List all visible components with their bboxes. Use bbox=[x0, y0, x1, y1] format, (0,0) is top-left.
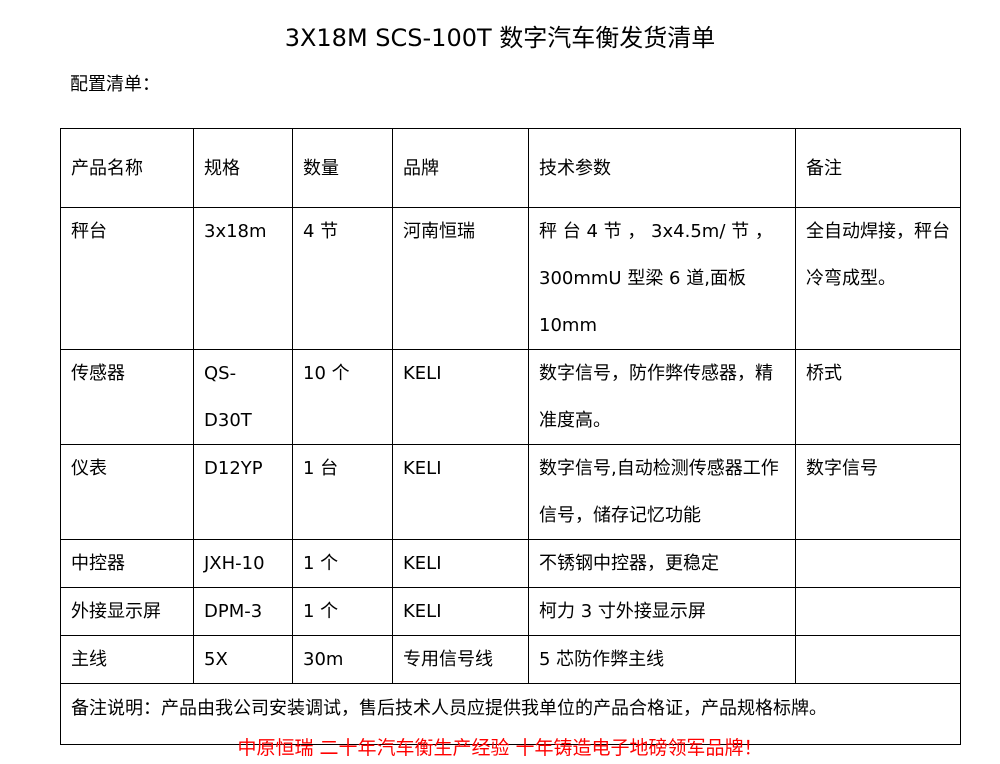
table-cell: 秤台 bbox=[60, 207, 194, 350]
table-cell: 中控器 bbox=[60, 539, 194, 588]
table-cell: JXH-10 bbox=[193, 539, 293, 588]
table-cell: KELI bbox=[392, 539, 529, 588]
table-cell bbox=[795, 635, 961, 684]
table-cell: 5X bbox=[193, 635, 293, 684]
table-cell: D12YP bbox=[193, 444, 293, 540]
config-list-label: 配置清单： bbox=[70, 74, 160, 95]
table-cell: KELI bbox=[392, 444, 529, 540]
table-cell: 河南恒瑞 bbox=[392, 207, 529, 350]
document-title: 3X18M SCS-100T 数字汽车衡发货清单 bbox=[284, 24, 716, 52]
table-cell: 1 个 bbox=[292, 539, 393, 588]
table-cell: 柯力 3 寸外接显示屏 bbox=[528, 587, 796, 636]
table-row: 秤台 3x18m 4 节 河南恒瑞 秤 台 4 节 ， 3x4.5m/ 节 ，3… bbox=[60, 207, 961, 350]
table-cell: 不锈钢中控器，更稳定 bbox=[528, 539, 796, 588]
table-cell: 1 台 bbox=[292, 444, 393, 540]
header-cell: 产品名称 bbox=[60, 128, 194, 208]
table-cell: 数字信号 bbox=[795, 444, 961, 540]
table-cell: KELI bbox=[392, 587, 529, 636]
table-cell: 桥式 bbox=[795, 349, 961, 445]
table-cell: 仪表 bbox=[60, 444, 194, 540]
header-cell: 数量 bbox=[292, 128, 393, 208]
table-cell: 30m bbox=[292, 635, 393, 684]
header-cell: 备注 bbox=[795, 128, 961, 208]
header-cell: 技术参数 bbox=[528, 128, 796, 208]
table-cell: 5 芯防作弊主线 bbox=[528, 635, 796, 684]
table-cell: 10 个 bbox=[292, 349, 393, 445]
table-cell: KELI bbox=[392, 349, 529, 445]
shipping-list-table: 产品名称 规格 数量 品牌 技术参数 备注 秤台 3x18m 4 节 河南恒瑞 … bbox=[60, 128, 961, 745]
header-cell: 品牌 bbox=[392, 128, 529, 208]
company-slogan: 中原恒瑞 二十年汽车衡生产经验 十年铸造电子地磅领军品牌！ bbox=[237, 737, 763, 759]
table-cell: 全自动焊接，秤台冷弯成型。 bbox=[795, 207, 961, 350]
table-row: 主线 5X 30m 专用信号线 5 芯防作弊主线 bbox=[60, 635, 961, 684]
table-cell bbox=[795, 587, 961, 636]
table-cell: 4 节 bbox=[292, 207, 393, 350]
table-cell: 1 个 bbox=[292, 587, 393, 636]
table-cell: 3x18m bbox=[193, 207, 293, 350]
table-cell: DPM-3 bbox=[193, 587, 293, 636]
table-cell: 秤 台 4 节 ， 3x4.5m/ 节 ，300mmU 型梁 6 道,面板 10… bbox=[528, 207, 796, 350]
table-cell: 外接显示屏 bbox=[60, 587, 194, 636]
table-row: 中控器 JXH-10 1 个 KELI 不锈钢中控器，更稳定 bbox=[60, 539, 961, 588]
table-cell: 数字信号,自动检测传感器工作信号，储存记忆功能 bbox=[528, 444, 796, 540]
table-row: 仪表 D12YP 1 台 KELI 数字信号,自动检测传感器工作信号，储存记忆功… bbox=[60, 444, 961, 540]
table-cell: 专用信号线 bbox=[392, 635, 529, 684]
note-text: 备注说明：产品由我公司安装调试，售后技术人员应提供我单位的产品合格证，产品规格标… bbox=[60, 683, 961, 745]
note-row: 备注说明：产品由我公司安装调试，售后技术人员应提供我单位的产品合格证，产品规格标… bbox=[60, 683, 961, 745]
table-row: 外接显示屏 DPM-3 1 个 KELI 柯力 3 寸外接显示屏 bbox=[60, 587, 961, 636]
table-cell: 数字信号，防作弊传感器，精准度高。 bbox=[528, 349, 796, 445]
table-cell: QS-D30T bbox=[193, 349, 293, 445]
header-cell: 规格 bbox=[193, 128, 293, 208]
table-row: 传感器 QS-D30T 10 个 KELI 数字信号，防作弊传感器，精准度高。 … bbox=[60, 349, 961, 445]
table-cell bbox=[795, 539, 961, 588]
table-cell: 主线 bbox=[60, 635, 194, 684]
header-row: 产品名称 规格 数量 品牌 技术参数 备注 bbox=[60, 128, 961, 208]
table-cell: 传感器 bbox=[60, 349, 194, 445]
